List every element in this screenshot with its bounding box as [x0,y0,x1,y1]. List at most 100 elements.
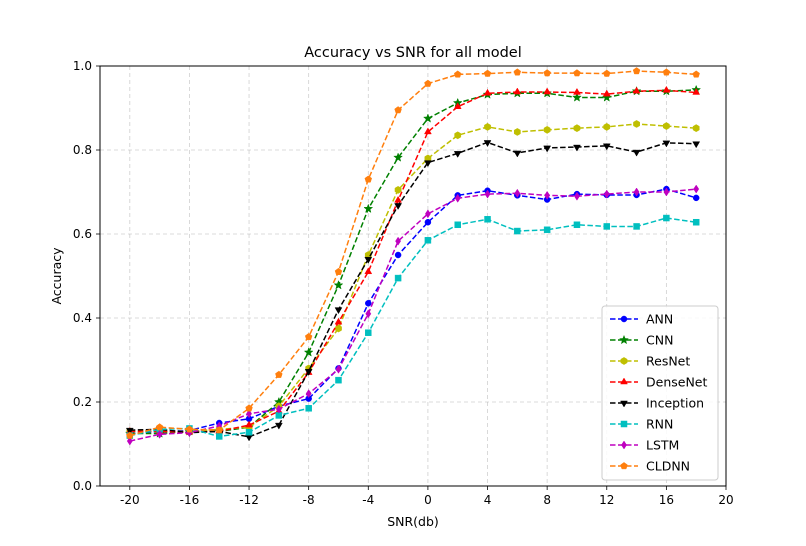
data-point-inception [125,427,134,435]
data-point-rnn [245,428,253,436]
data-point-rnn [424,237,432,244]
data-point-resnet [603,123,611,131]
legend: ANN CNN ResNet DenseNet Inception RNN LSTM CLDN… [601,305,719,481]
data-point-lstm [395,236,401,246]
data-point-inception [602,143,611,151]
data-point-rnn [454,221,461,229]
data-point-lstm [574,191,580,201]
data-point-densenet [662,85,671,93]
data-point-resnet [692,124,700,133]
data-point-rnn [484,216,491,223]
data-point-cnn [393,152,404,162]
data-point-resnet [484,123,491,131]
legend-marker-rnn [620,420,628,428]
data-point-densenet [424,127,432,135]
y-tick-label: 1.0 [73,59,92,73]
data-point-rnn [603,223,611,230]
data-point-densenet [692,87,701,95]
series-line-densenet [129,89,697,433]
legend-item-resnet: ResNet [610,354,690,369]
x-tick-label: -8 [303,493,315,507]
data-point-densenet [364,267,373,275]
y-tick-label: 0.2 [73,395,92,409]
data-point-lstm [633,187,640,197]
data-point-cldnn [424,79,432,87]
legend-marker-cnn [619,334,629,345]
data-point-cldnn [543,69,551,77]
data-point-densenet [245,420,253,428]
x-axis-label: SNR(db) [387,514,439,529]
data-point-cldnn [662,68,671,76]
data-point-ann [365,300,372,307]
x-tick-label: 8 [543,493,551,507]
y-axis-label: Accuracy [49,247,64,305]
legend-item-cnn: CNN [610,333,673,348]
legend-label-rnn: RNN [646,417,673,432]
data-point-densenet [394,195,402,203]
legend-label-resnet: ResNet [646,354,690,369]
y-tick-label: 0.6 [73,227,92,241]
data-point-cldnn [394,106,402,114]
data-point-rnn [365,329,372,336]
legend-marker-inception [620,400,628,408]
data-point-cnn [363,203,374,214]
data-point-rnn [633,223,640,230]
data-point-densenet [543,87,552,95]
series-line-rnn [129,217,697,438]
legend-item-rnn: RNN [610,417,673,432]
data-point-ann [394,251,402,259]
data-point-inception [573,144,581,152]
data-point-lstm [275,404,282,414]
x-tick-label: 0 [424,493,432,507]
data-point-inception [453,151,462,158]
plot-series [124,67,702,446]
data-point-cnn [422,113,433,123]
legend-label-cnn: CNN [646,333,673,348]
legend-marker-ann [620,315,628,323]
series-line-lstm [129,188,697,442]
data-point-densenet [334,317,343,325]
legend-label-ann: ANN [646,312,673,327]
data-point-cldnn [185,425,194,433]
data-point-resnet [394,186,402,194]
data-point-cldnn [692,70,700,78]
y-tick-label: 0.4 [73,311,92,325]
data-point-densenet [453,102,462,109]
x-tick-label: 12 [599,493,614,507]
legend-box [601,305,719,481]
x-tick-label: -20 [120,493,140,507]
series-line-resnet [129,123,697,433]
data-point-densenet [602,89,611,97]
data-point-cldnn [632,67,641,75]
data-point-lstm [246,409,252,419]
data-point-cldnn [275,370,283,378]
data-point-lstm [693,184,700,194]
data-point-densenet [483,88,492,96]
data-point-cldnn [483,69,492,77]
legend-item-densenet: DenseNet [610,375,707,390]
data-point-cldnn [453,70,462,78]
x-tick-label: -12 [239,493,259,507]
data-point-resnet [513,128,521,136]
legend-marker-cldnn [620,462,628,470]
data-point-rnn [514,227,521,235]
data-point-cldnn [364,175,373,183]
data-point-cnn [571,92,582,102]
legend-marker-densenet [620,377,628,385]
data-point-inception [334,307,343,315]
legend-item-lstm: LSTM [610,438,679,453]
series-line-inception [129,141,697,438]
data-point-cldnn [513,68,522,76]
data-point-inception [274,422,283,430]
data-point-inception [543,145,552,153]
data-point-inception [692,141,701,149]
data-point-rnn [215,433,223,440]
data-point-cldnn [126,431,134,439]
data-point-cldnn [155,423,164,431]
data-point-rnn [335,376,342,384]
data-point-lstm [156,429,163,439]
y-tick-label: 0.0 [73,479,92,493]
data-point-rnn [663,214,670,222]
series-lstm [126,184,700,446]
